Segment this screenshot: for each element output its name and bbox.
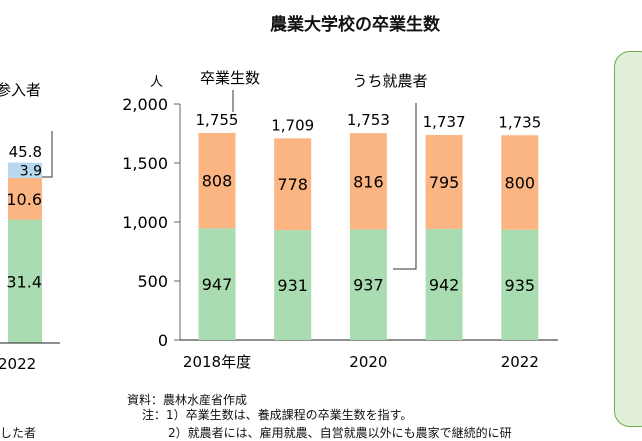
left-note-fragment: した者 bbox=[0, 426, 37, 440]
bar-segment bbox=[501, 229, 539, 340]
left-x-tick-label: 2022 bbox=[0, 355, 36, 373]
left-bar-value-label: 10.6 bbox=[6, 190, 42, 209]
bar-value-label: 937 bbox=[353, 276, 384, 295]
bar-value-label: 935 bbox=[505, 276, 536, 295]
x-tick-label: 2022 bbox=[501, 353, 539, 371]
left-bar-total-label: 45.8 bbox=[9, 143, 42, 161]
chart-title: 農業大学校の卒業生数 bbox=[270, 15, 440, 35]
y-axis-unit: 人 bbox=[150, 75, 163, 90]
bar-total-label: 1,753 bbox=[347, 111, 390, 129]
y-tick-label: 500 bbox=[137, 272, 168, 291]
bar-value-label: 778 bbox=[277, 175, 308, 194]
source-note: 資料：農林水産省作成 bbox=[127, 393, 248, 407]
left-legend-fragment: 参入者 bbox=[0, 81, 41, 99]
series-annotation-label: うち就農者 bbox=[352, 72, 427, 90]
total-annotation-label: 卒業生数 bbox=[200, 69, 260, 87]
left-leader-line bbox=[42, 131, 53, 178]
left-bar-segment bbox=[8, 162, 42, 178]
x-tick-label: 2018年度 bbox=[183, 353, 251, 371]
bar-total-label: 1,735 bbox=[498, 113, 541, 131]
left-bar-segment bbox=[8, 219, 42, 343]
left-bar-value-label: 3.9 bbox=[20, 163, 42, 179]
series-leader-line bbox=[393, 103, 417, 270]
bar-value-label: 816 bbox=[353, 172, 384, 191]
bar-total-label: 1,737 bbox=[423, 113, 466, 131]
note-1: 注：1）卒業生数は、養成課程の卒業生数を指す。 bbox=[142, 408, 413, 422]
y-tick-label: 1,000 bbox=[122, 213, 168, 232]
bar-segment bbox=[198, 132, 236, 229]
bar-segment bbox=[349, 229, 387, 340]
bar-segment bbox=[274, 138, 312, 231]
y-tick-label: 1,500 bbox=[122, 154, 168, 173]
bar-segment bbox=[198, 228, 236, 340]
bar-segment bbox=[425, 135, 463, 229]
bar-segment bbox=[425, 228, 463, 340]
bar-value-label: 800 bbox=[505, 173, 536, 192]
x-tick-label: 2020 bbox=[349, 353, 387, 371]
bar-total-label: 1,709 bbox=[271, 116, 314, 134]
y-tick-label: 0 bbox=[158, 331, 168, 350]
bar-value-label: 947 bbox=[202, 275, 233, 294]
bar-value-label: 808 bbox=[202, 172, 233, 191]
bar-value-label: 931 bbox=[277, 276, 308, 295]
bar-segment bbox=[274, 230, 312, 340]
bar-total-label: 1,755 bbox=[196, 111, 239, 129]
bar-value-label: 795 bbox=[429, 173, 460, 192]
bar-segment bbox=[349, 133, 387, 230]
side-text-box bbox=[614, 51, 642, 427]
left-bar-segment bbox=[8, 177, 42, 220]
bar-value-label: 942 bbox=[429, 275, 460, 294]
bar-segment bbox=[501, 135, 539, 230]
left-bar-value-label: 31.4 bbox=[6, 272, 42, 291]
y-tick-label: 2,000 bbox=[122, 95, 168, 114]
note-2: 2）就農者には、雇用就農、自営就農以外にも農家で継続的に研 bbox=[168, 426, 512, 440]
